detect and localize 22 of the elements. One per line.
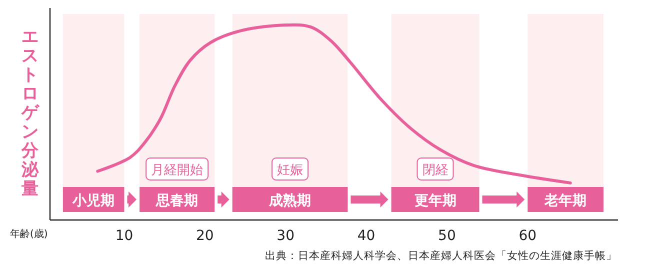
band-label: 更年期 <box>414 193 456 209</box>
band-label: 老年期 <box>544 193 587 209</box>
band-label: 成熟期 <box>268 192 312 209</box>
x-tick-label: 20 <box>196 228 214 244</box>
annotation: 月経開始 <box>151 163 204 178</box>
band-label: 小児期 <box>72 193 115 209</box>
annotation: 妊娠 <box>277 163 304 178</box>
x-tick-label: 50 <box>438 228 456 244</box>
band-label: 思春期 <box>155 193 198 209</box>
source-note: 出典：日本産科婦人科学会、日本産婦人科医会「女性の生涯健康手帳」 <box>265 249 617 262</box>
annotation: 閉経 <box>422 163 448 178</box>
x-tick-label: 40 <box>357 228 376 244</box>
x-tick-label: 60 <box>518 228 537 244</box>
label-box: 老年期 <box>528 187 604 212</box>
text: エストロゲン分泌量 <box>22 27 38 199</box>
label-box: 成熟期 <box>232 187 348 212</box>
label-box: 小児期 <box>62 187 124 212</box>
label-box: 思春期 <box>140 187 215 212</box>
label-box: 更年期 <box>391 187 480 212</box>
x-axis-title: 年齢(歳) <box>10 228 48 240</box>
x-tick-label: 30 <box>276 228 295 244</box>
x-tick-label: 10 <box>115 228 134 244</box>
